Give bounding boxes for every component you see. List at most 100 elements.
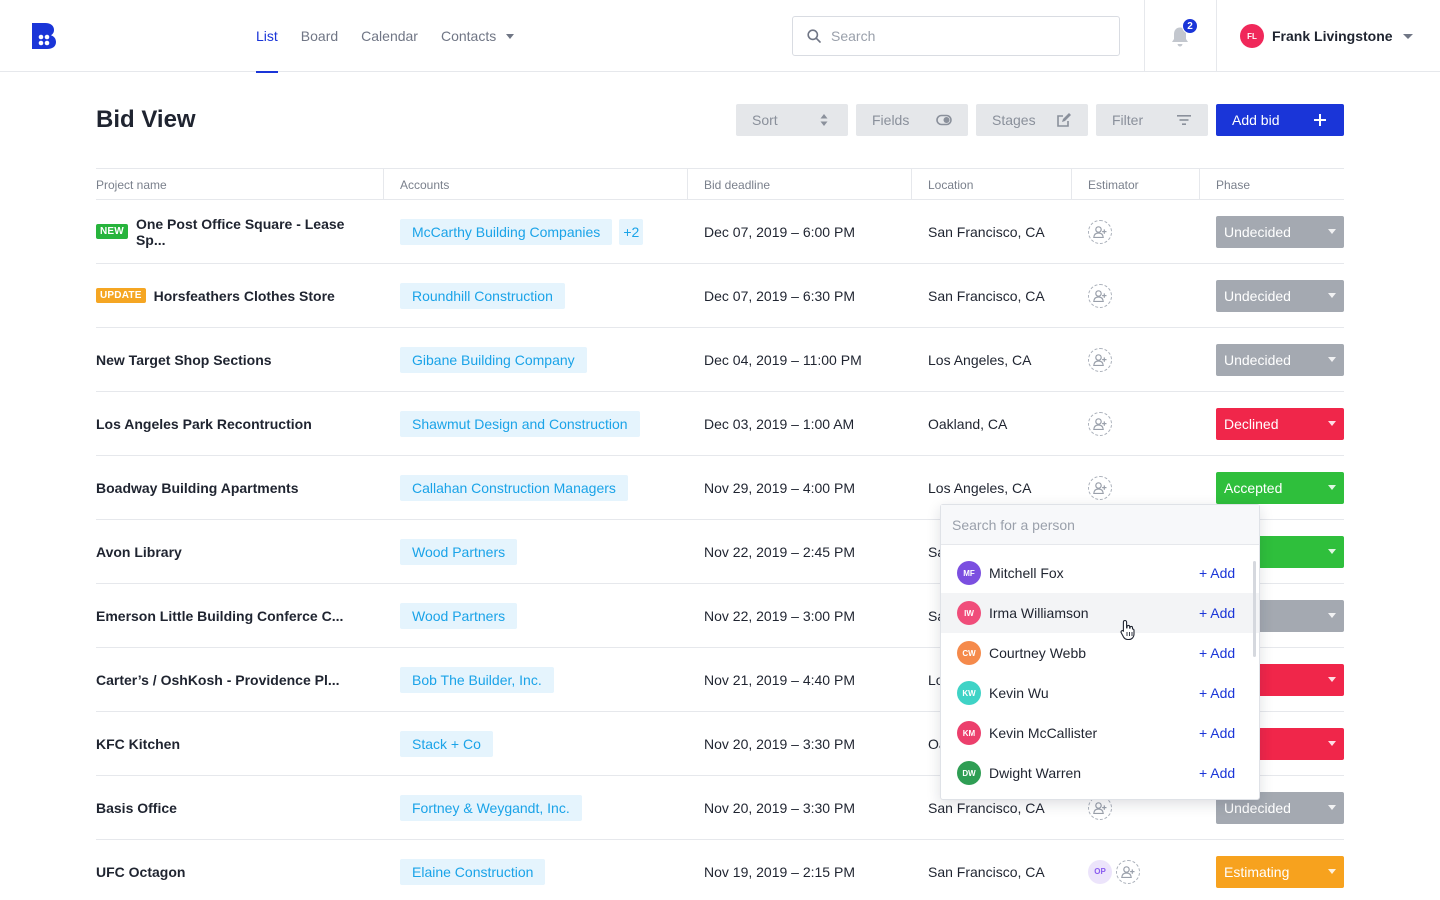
project-name[interactable]: Los Angeles Park Recontruction [96, 415, 312, 432]
location: Oakland, CA [928, 415, 1008, 432]
location-cell: Lo [928, 648, 944, 711]
account-chip[interactable]: Wood Partners [400, 602, 518, 629]
column-header-deadline[interactable]: Bid deadline [687, 169, 770, 200]
account-chip[interactable]: Fortney & Weygandt, Inc. [400, 794, 582, 821]
project-name[interactable]: UFC Octagon [96, 863, 186, 880]
new-badge: NEW [96, 224, 128, 239]
bid-deadline: Dec 03, 2019 – 1:00 AM [704, 415, 855, 432]
accounts-cell: Shawmut Design and Construction [400, 392, 680, 455]
update-badge: UPDATE [96, 288, 146, 303]
person-list-item[interactable]: CW Courtney Webb + Add [941, 633, 1259, 673]
avatar: CW [957, 641, 981, 665]
project-name[interactable]: Boadway Building Apartments [96, 479, 299, 496]
account-chip[interactable]: Bob The Builder, Inc. [400, 666, 554, 693]
project-name[interactable]: Avon Library [96, 543, 182, 560]
bid-deadline: Dec 07, 2019 – 6:00 PM [704, 223, 855, 240]
person-list-item[interactable]: IW Irma Williamson + Add [941, 593, 1259, 633]
nav-tab-label: Contacts [440, 28, 497, 44]
phase-dropdown[interactable]: Declined [1216, 407, 1344, 440]
scrollbar[interactable] [1253, 561, 1256, 657]
chevron-down-icon [1328, 421, 1336, 426]
add-estimator-button[interactable] [1116, 859, 1140, 884]
add-estimator-button[interactable] [1088, 219, 1112, 244]
account-chip[interactable]: Gibane Building Company [400, 346, 587, 373]
person-list-item[interactable]: MF Mitchell Fox + Add [941, 553, 1259, 593]
add-bid-button[interactable]: Add bid [1216, 104, 1344, 136]
add-person-button[interactable]: + Add [1199, 605, 1236, 621]
person-name: Kevin Wu [989, 685, 1049, 701]
table-row[interactable]: Boadway Building Apartments Callahan Cons… [96, 456, 1344, 520]
table-row[interactable]: UPDATE Horsfeathers Clothes Store Roundhil… [96, 264, 1344, 328]
column-header-accounts[interactable]: Accounts [383, 169, 449, 200]
user-menu[interactable]: FL Frank Livingstone [1240, 24, 1413, 48]
add-person-button[interactable]: + Add [1199, 645, 1236, 661]
column-header-location[interactable]: Location [911, 169, 973, 200]
add-person-button[interactable]: + Add [1199, 685, 1236, 701]
table-row[interactable]: New Target Shop Sections Gibane Building … [96, 328, 1344, 392]
account-chip[interactable]: Elaine Construction [400, 858, 546, 885]
phase-dropdown[interactable]: Estimating [1216, 855, 1344, 888]
account-chip[interactable]: Wood Partners [400, 538, 518, 565]
accounts-cell: Wood Partners [400, 584, 680, 647]
avatar: DW [957, 761, 981, 785]
add-person-button[interactable]: + Add [1199, 565, 1236, 581]
table-row[interactable]: NEW One Post Office Square - Lease Sp... M… [96, 200, 1344, 264]
add-person-button[interactable]: + Add [1199, 765, 1236, 781]
account-chip[interactable]: Stack + Co [400, 730, 493, 757]
nav-tab-calendar[interactable]: Calendar [361, 0, 418, 72]
person-list-item[interactable]: DW Dwight Warren + Add [941, 753, 1259, 793]
add-estimator-button[interactable] [1088, 411, 1112, 436]
phase-dropdown[interactable]: Undecided [1216, 215, 1344, 248]
more-accounts-badge[interactable]: +2 [619, 218, 644, 245]
person-list-item[interactable]: KM Kevin McCallister + Add [941, 713, 1259, 753]
phase-dropdown[interactable]: Undecided [1216, 343, 1344, 376]
account-chip[interactable]: McCarthy Building Companies [400, 218, 613, 245]
phase-dropdown[interactable]: Accepted [1216, 471, 1344, 504]
column-header-project[interactable]: Project name [96, 177, 167, 192]
estimator-cell [1088, 456, 1112, 519]
estimator-cell [1088, 392, 1112, 455]
deadline-cell: Nov 20, 2019 – 3:30 PM [704, 776, 855, 839]
person-name: Irma Williamson [989, 605, 1089, 621]
avatar: FL [1240, 24, 1264, 48]
logo-icon[interactable] [32, 23, 56, 49]
table-row[interactable]: UFC Octagon Elaine Construction Nov 19, 20… [96, 840, 1344, 900]
project-cell: Basis Office [96, 776, 376, 839]
project-name[interactable]: Carter’s / OshKosh - Providence Pl... [96, 671, 340, 688]
estimator-cell [1088, 328, 1112, 391]
project-name[interactable]: Horsfeathers Clothes Store [153, 287, 335, 304]
person-search-input[interactable] [952, 516, 1242, 533]
column-header-estimator[interactable]: Estimator [1071, 169, 1139, 200]
column-header-phase[interactable]: Phase [1199, 169, 1250, 200]
divider [1144, 0, 1145, 72]
project-name[interactable]: One Post Office Square - Lease Sp... [135, 215, 345, 248]
project-name[interactable]: Basis Office [96, 799, 177, 816]
search-input[interactable] [831, 28, 1101, 44]
stages-button[interactable]: Stages [976, 104, 1088, 136]
nav-tab-list[interactable]: List [256, 0, 278, 73]
fields-button[interactable]: Fields [856, 104, 968, 136]
filter-button[interactable]: Filter [1096, 104, 1208, 136]
estimator-avatar[interactable]: OP [1088, 859, 1112, 884]
account-chip[interactable]: Roundhill Construction [400, 282, 565, 309]
location-cell: San Francisco, CA [928, 200, 1045, 263]
add-estimator-button[interactable] [1088, 347, 1112, 372]
chevron-down-icon [1328, 741, 1336, 746]
add-person-button[interactable]: + Add [1199, 725, 1236, 741]
person-list-item[interactable]: KW Kevin Wu + Add [941, 673, 1259, 713]
nav-tab-board[interactable]: Board [301, 0, 338, 72]
add-estimator-button[interactable] [1088, 283, 1112, 308]
account-chip[interactable]: Shawmut Design and Construction [400, 410, 640, 437]
nav-tab-contacts[interactable]: Contacts [440, 0, 515, 72]
account-chip[interactable]: Callahan Construction Managers [400, 474, 628, 501]
sort-button[interactable]: Sort [736, 104, 848, 136]
hand-pointer-icon [1120, 619, 1135, 641]
main-nav: List Board Calendar Contacts [256, 0, 515, 73]
table-row[interactable]: Los Angeles Park Recontruction Shawmut De… [96, 392, 1344, 456]
avatar: MF [957, 561, 981, 585]
project-name[interactable]: KFC Kitchen [96, 735, 180, 752]
phase-dropdown[interactable]: Undecided [1216, 279, 1344, 312]
project-name[interactable]: New Target Shop Sections [96, 351, 272, 368]
add-estimator-button[interactable] [1088, 475, 1112, 500]
project-name[interactable]: Emerson Little Building Conferce C... [96, 607, 344, 624]
